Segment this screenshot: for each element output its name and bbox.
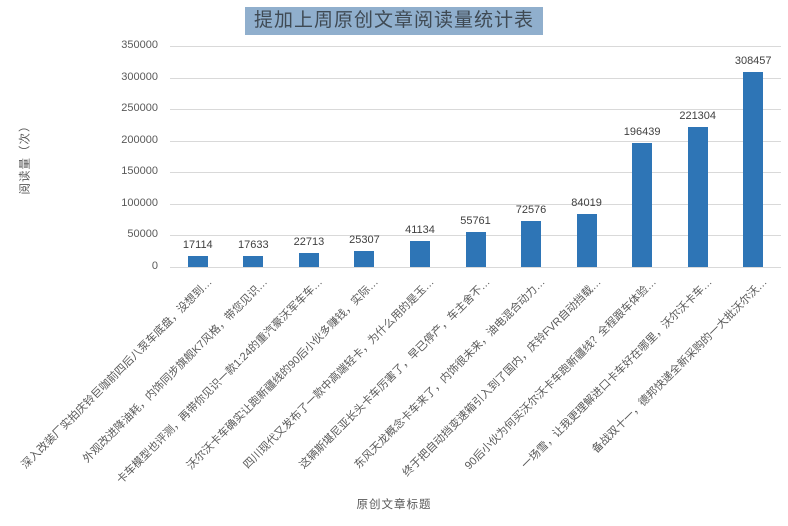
bar[interactable] (298, 252, 319, 267)
chart-title-row: 提加上周原创文章阅读量统计表 (0, 7, 788, 35)
bar-value-label: 84019 (571, 196, 602, 209)
y-tick-label: 300000 (121, 70, 158, 83)
bar-value-label: 72576 (515, 204, 547, 217)
bar[interactable] (465, 231, 486, 267)
category-label: 一场雪，让我更理解进口卡车好在哪里，沃尔沃卡车… (519, 276, 715, 472)
bar[interactable] (354, 251, 375, 267)
bar-value-label: 55761 (460, 214, 491, 227)
x-axis-title: 原创文章标题 (356, 499, 432, 511)
y-tick-label: 0 (151, 260, 158, 272)
y-tick-label: 50000 (127, 228, 158, 241)
y-tick-label: 250000 (121, 102, 158, 115)
category-label: 四川现代又发布了一款中高端轻卡，为什么用的是玉… (241, 276, 437, 472)
y-tick-label: 350000 (121, 39, 158, 51)
gridline (170, 172, 781, 174)
gridline (170, 267, 781, 268)
bar-value-label: 22713 (293, 235, 325, 248)
bar-value-label: 196439 (623, 126, 661, 138)
category-label: 卡车模型也评测，再带你见识一款1:24的重汽豪沃军车车… (115, 276, 326, 487)
bar-value-label: 25307 (349, 234, 380, 246)
bar-value-label: 17114 (182, 239, 213, 252)
chart-title[interactable]: 提加上周原创文章阅读量统计表 (244, 7, 543, 35)
bar[interactable] (687, 127, 708, 267)
y-axis-title-wrap: 阅读量（次） (14, 46, 34, 267)
category-label: 90后小伙为何买沃尔沃卡车跑新疆线？全程跟车体验… (462, 276, 659, 473)
bar-value-label: 221304 (679, 110, 717, 123)
y-tick-label: 100000 (121, 196, 158, 209)
gridline (170, 77, 781, 79)
gridline (170, 140, 781, 142)
bar[interactable] (521, 221, 541, 267)
bar[interactable] (243, 255, 264, 267)
y-tick-label: 150000 (121, 165, 158, 178)
category-label: 终于把自动挡变速箱引入到了国内，庆铃FVR自动挡载… (400, 276, 604, 480)
y-tick-label: 200000 (121, 133, 158, 146)
y-axis-title: 阅读量（次） (19, 119, 31, 194)
bar-value-label: 308457 (734, 55, 772, 68)
gridline (170, 109, 781, 111)
category-label: 深入改装厂实拍庆铃巨咖前四后八泵车底盘，没想到… (19, 276, 215, 472)
bar[interactable] (743, 72, 764, 267)
gridline (170, 46, 781, 47)
bar[interactable] (187, 256, 208, 267)
bar[interactable] (410, 241, 430, 267)
category-label: 沃尔沃卡车确实让跑新疆线的90后小伙多赚钱，实际… (184, 276, 381, 473)
bar[interactable] (632, 143, 653, 267)
bar-value-label: 41134 (405, 224, 435, 236)
gridline (170, 203, 781, 205)
category-label: 这辆斯堪尼亚长头卡车厉害了，早已停产，车主舍不… (296, 276, 493, 472)
category-label: 东风天龙概念卡车来了，内饰很未来，油电混合动力… (352, 276, 548, 472)
bar-value-label: 17633 (238, 238, 269, 251)
bar[interactable] (576, 213, 597, 267)
